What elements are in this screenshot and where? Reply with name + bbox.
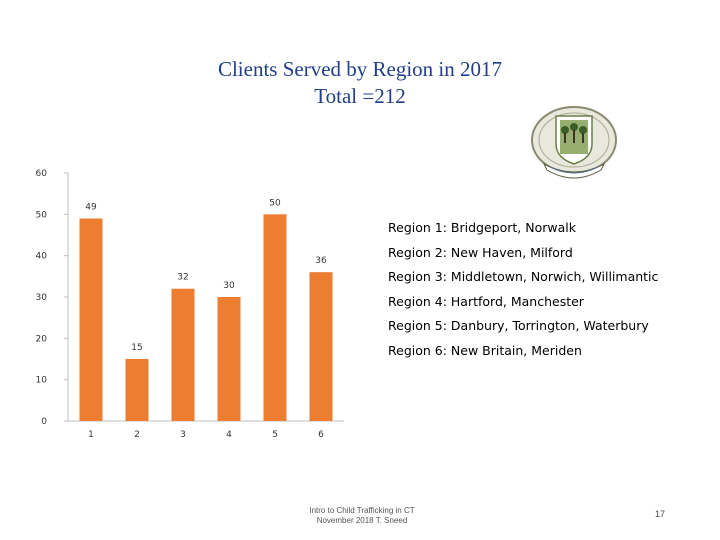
- chart-title: Clients Served by Region in 2017 Total =…: [0, 56, 720, 110]
- legend-item-region-2: Region 2: New Haven, Milford: [388, 244, 573, 260]
- y-tick-label: 50: [36, 210, 48, 220]
- chart-title-line1: Clients Served by Region in 2017: [217, 57, 503, 81]
- x-tick-label: 1: [88, 430, 94, 440]
- x-tick-label: 6: [318, 430, 324, 440]
- y-tick-label: 60: [36, 169, 48, 179]
- bar-region-3: [171, 288, 195, 421]
- region-legend: Region 1: Bridgeport, Norwalk Region 2: …: [388, 216, 708, 364]
- legend-item-region-3: Region 3: Middletown, Norwich, Willimant…: [388, 269, 659, 285]
- bar-region-5: [263, 214, 287, 421]
- legend-item-region-1: Region 1: Bridgeport, Norwalk: [388, 220, 576, 235]
- footer-line2: November 2018 T. Sneed: [316, 516, 408, 525]
- x-tick-label: 4: [226, 430, 232, 440]
- bar-region-4: [217, 297, 241, 421]
- data-label: 50: [269, 198, 281, 208]
- slide-footer: Intro to Child Trafficking in CT Novembe…: [262, 506, 462, 526]
- x-tick-label: 2: [134, 430, 140, 440]
- data-label: 49: [85, 202, 97, 212]
- bar-region-2: [125, 359, 149, 421]
- legend-item-region-5: Region 5: Danbury, Torrington, Waterbury: [388, 318, 649, 334]
- legend-item-region-4: Region 4: Hartford, Manchester: [388, 293, 584, 309]
- connecticut-seal-icon: [531, 106, 617, 179]
- page-number: 17: [654, 509, 665, 519]
- data-label: 32: [177, 273, 188, 283]
- legend-item-region-6: Region 6: New Britain, Meriden: [388, 342, 582, 358]
- x-tick-label: 3: [180, 430, 186, 440]
- data-label: 36: [315, 256, 327, 266]
- y-tick-label: 10: [36, 376, 48, 386]
- data-label: 30: [223, 281, 235, 291]
- footer-line1: Intro to Child Trafficking in CT: [309, 506, 415, 515]
- x-tick-label: 5: [272, 430, 278, 440]
- bar-region-1: [79, 218, 103, 421]
- data-label: 15: [131, 343, 142, 353]
- y-tick-label: 40: [36, 252, 48, 262]
- y-tick-label: 20: [36, 334, 48, 344]
- bar-region-6: [309, 272, 333, 421]
- y-tick-label: 30: [36, 293, 48, 303]
- chart-title-line2: Total =212: [314, 84, 406, 108]
- y-tick-label: 0: [41, 417, 47, 427]
